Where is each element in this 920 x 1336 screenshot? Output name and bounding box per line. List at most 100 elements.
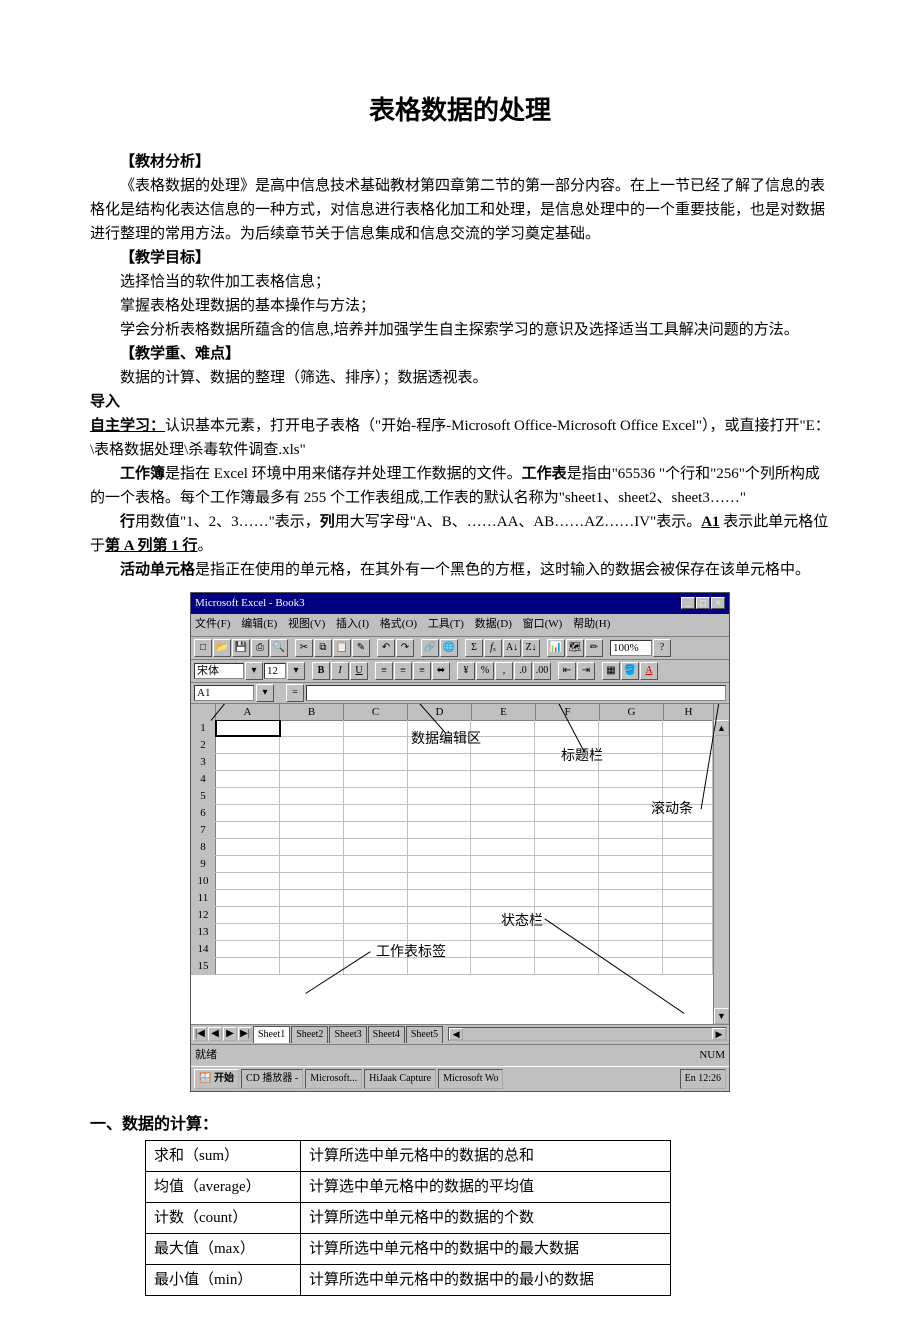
row-number[interactable]: 6 (191, 805, 216, 821)
grid-row[interactable]: 9 (191, 856, 713, 873)
cell[interactable] (344, 941, 408, 957)
comma-icon[interactable]: , (495, 662, 513, 680)
tab-nav-prev-icon[interactable]: ◀ (208, 1027, 222, 1041)
grid-row[interactable]: 5 (191, 788, 713, 805)
cell[interactable] (663, 890, 713, 906)
name-dd-icon[interactable]: ▾ (256, 684, 274, 702)
cell[interactable] (408, 771, 472, 787)
size-dd-icon[interactable]: ▾ (287, 662, 305, 680)
row-number[interactable]: 13 (191, 924, 216, 940)
cell[interactable] (599, 754, 663, 770)
cell[interactable] (216, 822, 280, 838)
merge-icon[interactable]: ⬌ (432, 662, 450, 680)
cell[interactable] (535, 771, 599, 787)
sheet-tab-2[interactable]: Sheet2 (291, 1026, 328, 1043)
cell[interactable] (344, 822, 408, 838)
cell[interactable] (216, 873, 280, 889)
cell[interactable] (663, 941, 713, 957)
cell[interactable] (599, 788, 663, 804)
tab-nav-first-icon[interactable]: |◀ (193, 1027, 207, 1041)
col-E[interactable]: E (472, 704, 536, 720)
cell[interactable] (280, 788, 344, 804)
taskbar-item-2[interactable]: Microsoft... (305, 1069, 362, 1089)
copy-icon[interactable]: ⧉ (314, 639, 332, 657)
cell[interactable] (471, 720, 535, 736)
currency-icon[interactable]: ¥ (457, 662, 475, 680)
cell[interactable] (599, 771, 663, 787)
cell[interactable] (471, 856, 535, 872)
cell[interactable] (663, 907, 713, 923)
cell[interactable] (344, 873, 408, 889)
cell[interactable] (216, 771, 280, 787)
cell[interactable] (280, 839, 344, 855)
dec-inc-icon[interactable]: .0 (514, 662, 532, 680)
cell[interactable] (408, 720, 472, 736)
cell[interactable] (663, 805, 713, 821)
grid-row[interactable]: 11 (191, 890, 713, 907)
percent-icon[interactable]: % (476, 662, 494, 680)
grid-row[interactable]: 10 (191, 873, 713, 890)
align-right-icon[interactable]: ≡ (413, 662, 431, 680)
font-name-field[interactable]: 宋体 (194, 663, 244, 679)
cell[interactable] (280, 958, 344, 974)
cell[interactable] (663, 924, 713, 940)
cell[interactable] (599, 907, 663, 923)
cell[interactable] (408, 754, 472, 770)
cell[interactable] (535, 839, 599, 855)
taskbar-tray[interactable]: En 12:26 (680, 1069, 726, 1089)
row-number[interactable]: 11 (191, 890, 216, 906)
cell[interactable] (535, 873, 599, 889)
row-number[interactable]: 12 (191, 907, 216, 923)
cell[interactable] (599, 958, 663, 974)
sheet-tab-1[interactable]: Sheet1 (253, 1026, 290, 1043)
cell[interactable] (535, 788, 599, 804)
menu-window[interactable]: 窗口(W) (523, 618, 563, 630)
cell[interactable] (471, 754, 535, 770)
col-C[interactable]: C (344, 704, 408, 720)
menu-tools[interactable]: 工具(T) (428, 618, 464, 630)
cell[interactable] (599, 856, 663, 872)
cell[interactable] (280, 856, 344, 872)
scroll-up-icon[interactable]: ▲ (714, 720, 729, 736)
draw-icon[interactable]: ✏ (585, 639, 603, 657)
cell[interactable] (408, 805, 472, 821)
col-B[interactable]: B (280, 704, 344, 720)
equals-icon[interactable]: = (286, 684, 304, 702)
cell[interactable] (535, 856, 599, 872)
cell[interactable] (599, 805, 663, 821)
cell[interactable] (408, 822, 472, 838)
grid-row[interactable]: 1 (191, 720, 713, 737)
row-number[interactable]: 8 (191, 839, 216, 855)
cell[interactable] (216, 754, 280, 770)
cell[interactable] (344, 839, 408, 855)
cell[interactable] (663, 771, 713, 787)
grid-row[interactable]: 14 (191, 941, 713, 958)
excel-grid[interactable]: A B C D E F G H 123456789101112131415 ▲ … (191, 704, 729, 1024)
cell[interactable] (408, 924, 472, 940)
borders-icon[interactable]: ▦ (602, 662, 620, 680)
cell[interactable] (344, 737, 408, 753)
fill-icon[interactable]: 🪣 (621, 662, 639, 680)
zoom-field[interactable]: 100% (610, 640, 652, 656)
sort-asc-icon[interactable]: A↓ (503, 639, 521, 657)
grid-row[interactable]: 6 (191, 805, 713, 822)
row-number[interactable]: 2 (191, 737, 216, 753)
menu-data[interactable]: 数据(D) (475, 618, 512, 630)
cell[interactable] (663, 856, 713, 872)
cell[interactable] (408, 958, 472, 974)
sheet-tab-3[interactable]: Sheet3 (329, 1026, 366, 1043)
italic-icon[interactable]: I (331, 662, 349, 680)
grid-row[interactable]: 8 (191, 839, 713, 856)
cell[interactable] (216, 890, 280, 906)
cell[interactable] (216, 805, 280, 821)
row-number[interactable]: 14 (191, 941, 216, 957)
cell[interactable] (599, 822, 663, 838)
cell[interactable] (663, 788, 713, 804)
cell[interactable] (216, 720, 280, 736)
cell[interactable] (344, 924, 408, 940)
tab-nav-next-icon[interactable]: ▶ (223, 1027, 237, 1041)
col-D[interactable]: D (408, 704, 472, 720)
cell[interactable] (471, 839, 535, 855)
cell[interactable] (408, 737, 472, 753)
cell[interactable] (216, 958, 280, 974)
